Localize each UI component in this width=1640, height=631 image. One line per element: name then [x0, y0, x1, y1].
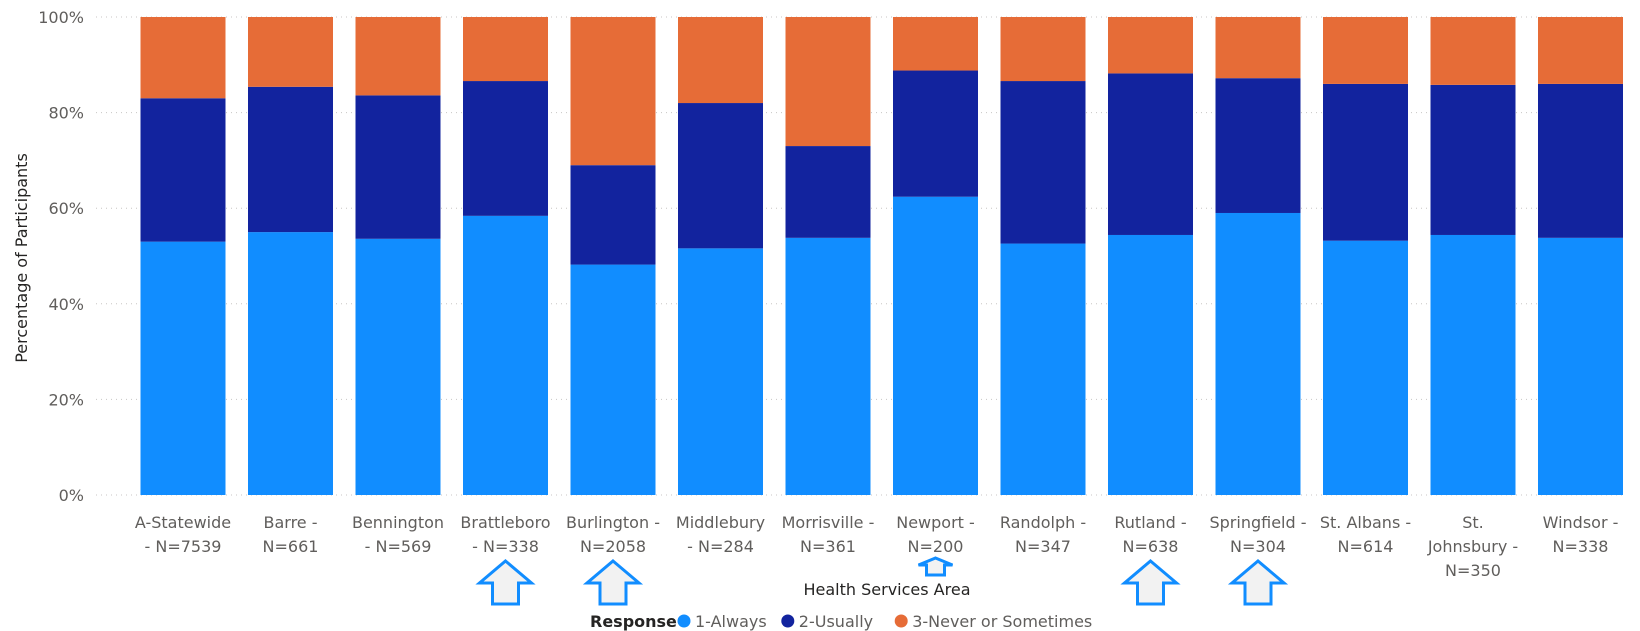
- bar-segment: [678, 103, 763, 249]
- bar-segment: [1215, 78, 1301, 213]
- x-tick-label: Middlebury: [676, 513, 765, 532]
- y-tick-label: 100%: [38, 8, 84, 27]
- bar-segment: [355, 95, 441, 239]
- bar-segment: [893, 17, 978, 71]
- x-tick-label: N=2058: [580, 537, 646, 556]
- bar-segment: [248, 232, 333, 495]
- bar-segment: [785, 237, 871, 495]
- up-arrow-icon: [917, 556, 954, 577]
- y-axis-title: Percentage of Participants: [12, 153, 31, 363]
- x-tick-label: Windsor -: [1543, 513, 1619, 532]
- x-tick-label: Rutland -: [1114, 513, 1186, 532]
- x-tick-label: St. Albans -: [1320, 513, 1411, 532]
- bar-segment: [893, 196, 978, 495]
- x-tick-label: N=350: [1445, 561, 1501, 580]
- up-arrow-icon: [1227, 559, 1289, 606]
- bar-segment: [570, 165, 656, 265]
- x-tick-label: N=200: [908, 537, 964, 556]
- bar-segment: [785, 17, 871, 147]
- bar-segment: [1108, 17, 1193, 74]
- bar-segment: [1215, 212, 1301, 496]
- bar-segment: [785, 146, 871, 238]
- bar-segment: [893, 70, 978, 197]
- bar-segment: [1000, 81, 1086, 244]
- bar-segment: [1538, 83, 1623, 238]
- x-tick-label: Burlington -: [566, 513, 660, 532]
- bar-segment: [1323, 83, 1408, 241]
- x-tick-label: St.: [1462, 513, 1484, 532]
- x-tick-label: Bennington: [352, 513, 444, 532]
- bar-segment: [1430, 234, 1516, 495]
- x-tick-label: Springfield -: [1209, 513, 1306, 532]
- x-tick-label: N=347: [1015, 537, 1071, 556]
- x-tick-label: Johnsbury -: [1427, 537, 1518, 556]
- x-tick-label: - N=284: [687, 537, 754, 556]
- bar-segment: [355, 17, 441, 96]
- bar-segment: [248, 86, 333, 233]
- bar-segment: [1000, 17, 1086, 82]
- x-tick-label: N=614: [1338, 537, 1394, 556]
- x-tick-label: Newport -: [896, 513, 975, 532]
- x-axis-labels: A-Statewide - N=7539 Barre - N=661 Benningto…: [135, 513, 1619, 580]
- legend-marker: [781, 614, 795, 628]
- legend-label: 1-Always: [695, 612, 767, 631]
- y-tick-label: 80%: [48, 104, 84, 123]
- legend-label: 3-Never or Sometimes: [912, 612, 1092, 631]
- x-tick-label: Morrisville -: [782, 513, 875, 532]
- x-tick-label: Randolph -: [1000, 513, 1086, 532]
- bar-segment: [1323, 240, 1408, 495]
- bar-segment: [140, 17, 226, 99]
- x-tick-label: - N=338: [472, 537, 539, 556]
- bar-segment: [463, 17, 548, 82]
- bar-segment: [463, 215, 548, 495]
- bar-segment: [355, 238, 441, 496]
- bars: [140, 17, 1623, 496]
- x-tick-label: N=638: [1123, 537, 1179, 556]
- y-tick-label: 20%: [48, 390, 84, 409]
- x-tick-label: - N=569: [365, 537, 432, 556]
- bar-segment: [1430, 17, 1516, 85]
- legend-label: 2-Usually: [799, 612, 873, 631]
- legend: Response 1-Always 2-Usually 3-Never or Some…: [590, 612, 1092, 631]
- bar-segment: [570, 264, 656, 495]
- bar-segment: [1215, 17, 1301, 79]
- bar-segment: [1108, 234, 1193, 495]
- up-arrow-icon: [1120, 559, 1181, 606]
- y-axis-ticks: 0% 20% 40% 60% 80% 100%: [38, 8, 84, 505]
- bar-segment: [1430, 84, 1516, 235]
- annotations: [475, 556, 1289, 606]
- x-tick-label: Brattleboro: [460, 513, 550, 532]
- x-tick-label: N=361: [800, 537, 856, 556]
- bar-segment: [1323, 17, 1408, 84]
- up-arrow-icon: [475, 559, 536, 606]
- up-arrow-icon: [582, 559, 644, 606]
- bar-segment: [140, 241, 226, 495]
- x-tick-label: - N=7539: [145, 537, 222, 556]
- bar-segment: [678, 248, 763, 495]
- x-axis-title: Health Services Area: [804, 580, 971, 599]
- x-tick-label: A-Statewide: [135, 513, 231, 532]
- y-tick-label: 0%: [59, 486, 84, 505]
- bar-segment: [463, 81, 548, 216]
- bar-segment: [1538, 17, 1623, 84]
- x-tick-label: N=338: [1553, 537, 1609, 556]
- legend-marker: [894, 614, 908, 628]
- bar-segment: [570, 17, 656, 166]
- y-tick-label: 60%: [48, 199, 84, 218]
- bar-segment: [1108, 73, 1193, 235]
- x-tick-label: N=661: [263, 537, 319, 556]
- x-tick-label: Barre -: [263, 513, 317, 532]
- bar-segment: [678, 17, 763, 104]
- y-tick-label: 40%: [48, 295, 84, 314]
- x-tick-label: N=304: [1230, 537, 1286, 556]
- legend-title: Response: [590, 612, 677, 631]
- bar-segment: [140, 98, 226, 242]
- bar-segment: [1000, 243, 1086, 495]
- bar-segment: [1538, 237, 1623, 495]
- legend-marker: [677, 614, 691, 628]
- bar-segment: [248, 17, 333, 87]
